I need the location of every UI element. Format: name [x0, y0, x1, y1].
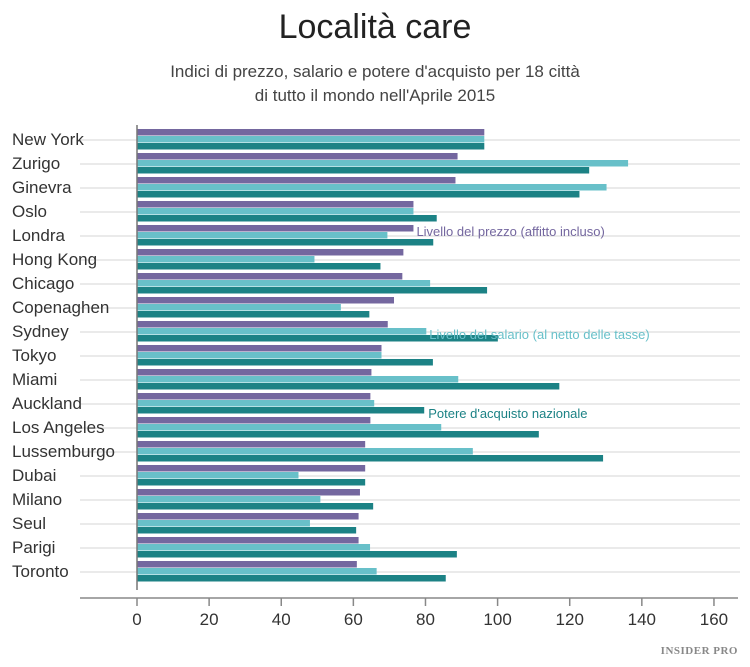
bar-oslo-series-3 [137, 215, 437, 222]
bar-parigi-series-2 [137, 544, 371, 551]
bar-toronto-series-1 [137, 561, 357, 568]
bar-ginevra-series-2 [137, 184, 607, 191]
chart-subtitle-line-2: di tutto il mondo nell'Aprile 2015 [254, 86, 496, 105]
bar-zurigo-series-3 [137, 167, 590, 174]
x-tick-label: 60 [344, 610, 363, 629]
category-label: Los Angeles [12, 418, 105, 437]
bar-miami-series-3 [137, 383, 560, 390]
bar-sydney-series-3 [137, 335, 498, 342]
bar-hong-kong-series-1 [137, 249, 404, 256]
bar-seul-series-2 [137, 520, 310, 527]
category-label: New York [12, 130, 84, 149]
category-label: Oslo [12, 202, 47, 221]
category-label: Copenaghen [12, 298, 109, 317]
bar-copenaghen-series-1 [137, 297, 395, 304]
x-tick-label: 160 [700, 610, 728, 629]
bar-los-angeles-series-2 [137, 424, 442, 431]
bar-ginevra-series-3 [137, 191, 580, 198]
bar-miami-series-2 [137, 376, 459, 383]
series-label-3: Potere d'acquisto nazionale [428, 406, 587, 421]
bar-parigi-series-3 [137, 551, 457, 558]
category-label: Londra [12, 226, 65, 245]
bar-sydney-series-2 [137, 328, 427, 335]
bar-oslo-series-2 [137, 208, 414, 215]
bar-milano-series-3 [137, 503, 374, 510]
bar-new-york-series-1 [137, 129, 485, 136]
category-label: Sydney [12, 322, 69, 341]
bar-auckland-series-1 [137, 393, 371, 400]
category-label: Milano [12, 490, 62, 509]
bar-seul-series-3 [137, 527, 357, 534]
insider-pro-logo: INSIDER PRO [660, 645, 738, 657]
category-label: Hong Kong [12, 250, 97, 269]
bar-oslo-series-1 [137, 201, 414, 208]
series-label-2: Livello del salario (al netto delle tass… [429, 327, 649, 342]
bar-lussemburgo-series-3 [137, 455, 604, 462]
bar-londra-series-1 [137, 225, 414, 232]
x-tick-label: 20 [200, 610, 219, 629]
bar-hong-kong-series-3 [137, 263, 381, 270]
bar-sydney-series-1 [137, 321, 388, 328]
x-tick-label: 0 [132, 610, 141, 629]
bar-auckland-series-2 [137, 400, 375, 407]
bar-new-york-series-3 [137, 143, 485, 150]
bar-milano-series-2 [137, 496, 321, 503]
bar-seul-series-1 [137, 513, 359, 520]
bar-lussemburgo-series-2 [137, 448, 473, 455]
x-tick-label: 120 [556, 610, 584, 629]
bar-tokyo-series-2 [137, 352, 382, 359]
category-label: Auckland [12, 394, 82, 413]
bar-zurigo-series-2 [137, 160, 629, 167]
chart-title: Località care [278, 8, 472, 46]
x-tick-label: 40 [272, 610, 291, 629]
bar-dubai-series-2 [137, 472, 299, 479]
category-label: Chicago [12, 274, 74, 293]
x-tick-label: 140 [628, 610, 656, 629]
category-label: Miami [12, 370, 57, 389]
bar-chicago-series-3 [137, 287, 488, 294]
chart-subtitle-line-1: Indici di prezzo, salario e potere d'acq… [170, 62, 580, 81]
bar-parigi-series-1 [137, 537, 359, 544]
category-label: Parigi [12, 538, 55, 557]
category-label: Tokyo [12, 346, 56, 365]
bar-new-york-series-2 [137, 136, 485, 143]
category-label: Dubai [12, 466, 56, 485]
bar-londra-series-2 [137, 232, 388, 239]
bar-toronto-series-3 [137, 575, 446, 582]
bar-lussemburgo-series-1 [137, 441, 366, 448]
category-label: Toronto [12, 562, 69, 581]
bar-copenaghen-series-2 [137, 304, 341, 311]
category-label: Ginevra [12, 178, 72, 197]
bar-tokyo-series-3 [137, 359, 433, 366]
x-tick-label: 80 [416, 610, 435, 629]
bar-auckland-series-3 [137, 407, 425, 414]
bar-milano-series-1 [137, 489, 360, 496]
bar-copenaghen-series-3 [137, 311, 370, 318]
bar-los-angeles-series-1 [137, 417, 371, 424]
bar-londra-series-3 [137, 239, 434, 246]
bar-dubai-series-1 [137, 465, 366, 472]
series-label-1: Livello del prezzo (affitto incluso) [416, 224, 604, 239]
bar-toronto-series-2 [137, 568, 377, 575]
bar-chicago-series-2 [137, 280, 431, 287]
category-label: Lussemburgo [12, 442, 115, 461]
bar-zurigo-series-1 [137, 153, 458, 160]
bar-miami-series-1 [137, 369, 372, 376]
bar-tokyo-series-1 [137, 345, 382, 352]
bar-los-angeles-series-3 [137, 431, 539, 438]
category-label: Seul [12, 514, 46, 533]
bar-chicago-series-1 [137, 273, 403, 280]
x-tick-label: 100 [483, 610, 511, 629]
bar-dubai-series-3 [137, 479, 366, 486]
bar-hong-kong-series-2 [137, 256, 315, 263]
bar-ginevra-series-1 [137, 177, 456, 184]
category-label: Zurigo [12, 154, 60, 173]
